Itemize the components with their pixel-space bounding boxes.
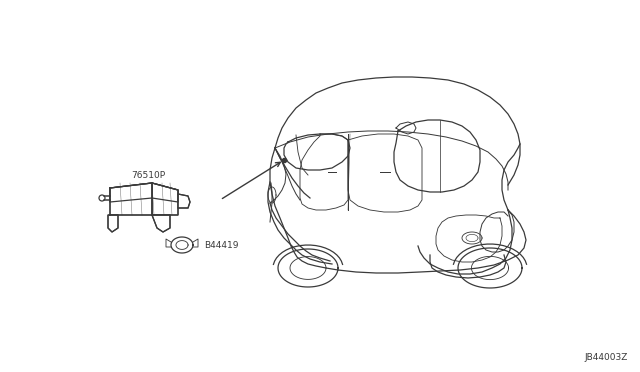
Text: B44419: B44419 bbox=[204, 241, 239, 250]
Circle shape bbox=[99, 195, 105, 201]
Polygon shape bbox=[110, 183, 152, 215]
Polygon shape bbox=[178, 194, 190, 208]
Text: 76510P: 76510P bbox=[131, 170, 165, 180]
Polygon shape bbox=[110, 183, 178, 202]
Polygon shape bbox=[152, 215, 170, 232]
Polygon shape bbox=[108, 215, 118, 232]
Polygon shape bbox=[152, 183, 178, 215]
Text: JB44003Z: JB44003Z bbox=[584, 353, 628, 362]
